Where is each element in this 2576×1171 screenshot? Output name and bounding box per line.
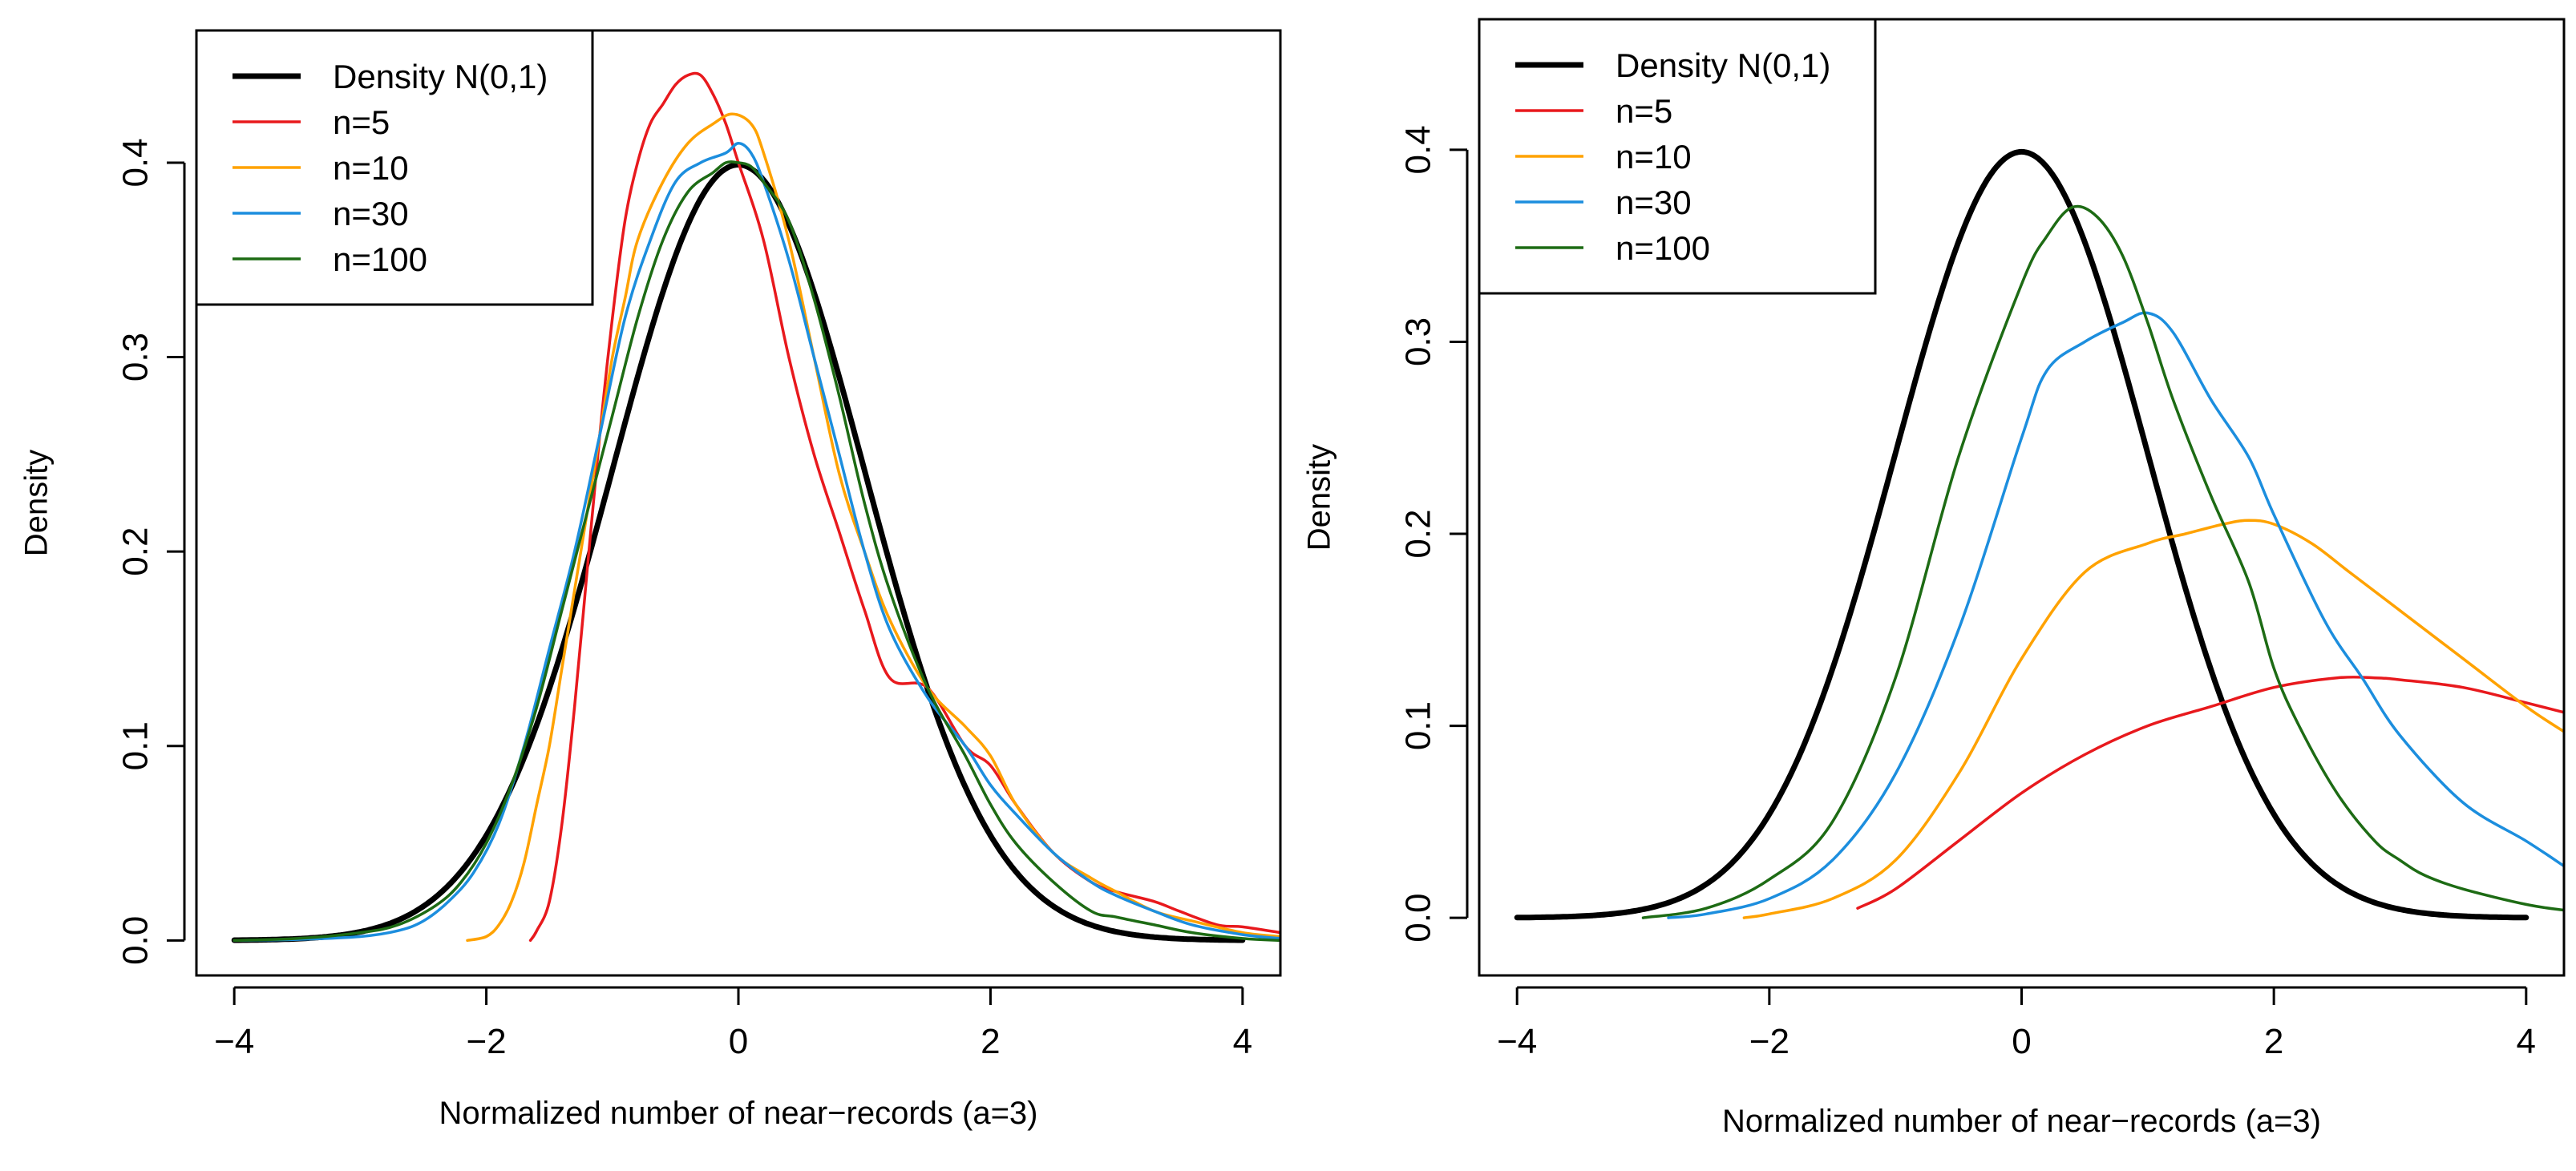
x-axis-title: Normalized number of near−records (a=3) (439, 1096, 1037, 1131)
chart-panel-1: −4 −2 0 2 4 0.0 0.1 0.2 0.3 0.4 Normalized number … (19, 29, 1282, 1131)
y-tick-label: 0.2 (1399, 509, 1438, 558)
x-tick-label: 0 (2012, 1022, 2031, 1061)
chart-panel-2: −4 −2 0 2 4 0.0 0.1 0.2 0.3 0.4 Normalized number … (1302, 18, 2566, 1139)
legend-label: Density N(0,1) (1616, 46, 1830, 84)
series-line-n-30 (233, 141, 1280, 943)
x-tick-label: 0 (729, 1022, 748, 1061)
series-line-n-5 (1856, 675, 2564, 910)
curves-group (1514, 148, 2564, 921)
y-axis-title: Density (1302, 444, 1337, 551)
legend-label: n=100 (1616, 229, 1710, 267)
legend-label: n=10 (1616, 138, 1692, 176)
x-tick-label: 2 (981, 1022, 1000, 1061)
series-line-n-30 (1667, 311, 2564, 919)
legend: Density N(0,1) n=5 n=10 n=30 n=100 (195, 29, 594, 306)
x-tick-label: −4 (1497, 1022, 1537, 1061)
legend-label: n=5 (333, 103, 390, 141)
x-axis-title: Normalized number of near−records (a=3) (1722, 1104, 2321, 1139)
legend-label: n=30 (333, 195, 409, 232)
series-line-n-5 (528, 71, 1280, 943)
plot-frame (195, 29, 1282, 977)
curves-group (231, 71, 1280, 943)
legend-label: Density N(0,1) (333, 58, 548, 95)
series-line-n-100 (233, 160, 1280, 943)
legend-label: n=5 (1616, 92, 1672, 130)
x-tick-label: 2 (2264, 1022, 2283, 1061)
y-tick-label: 0.0 (1399, 894, 1438, 943)
y-tick-label: 0.4 (116, 138, 156, 187)
x-tick-label: 4 (2517, 1022, 2536, 1061)
plot-frame (1478, 18, 2566, 977)
y-tick-label: 0.0 (116, 916, 156, 965)
y-tick-label: 0.3 (116, 333, 156, 382)
y-tick-label: 0.3 (1399, 317, 1438, 366)
legend-label: n=30 (1616, 184, 1692, 221)
series-line-n-10 (1742, 519, 2564, 919)
y-tick-label: 0.1 (1399, 701, 1438, 750)
y-axis-title: Density (19, 450, 55, 556)
x-tick-label: 4 (1233, 1022, 1252, 1061)
legend-label: n=100 (333, 240, 427, 278)
legend-label: n=10 (333, 149, 409, 187)
x-tick-label: −2 (466, 1022, 506, 1061)
y-tick-label: 0.1 (116, 721, 156, 770)
series-line-density-normal (1514, 148, 2529, 921)
y-tick-label: 0.4 (1399, 125, 1438, 174)
series-line-n-100 (1641, 204, 2564, 919)
x-tick-label: −2 (1749, 1022, 1789, 1061)
legend: Density N(0,1) n=5 n=10 n=30 n=100 (1478, 18, 1877, 295)
y-tick-label: 0.2 (116, 527, 156, 576)
x-tick-label: −4 (214, 1022, 254, 1061)
